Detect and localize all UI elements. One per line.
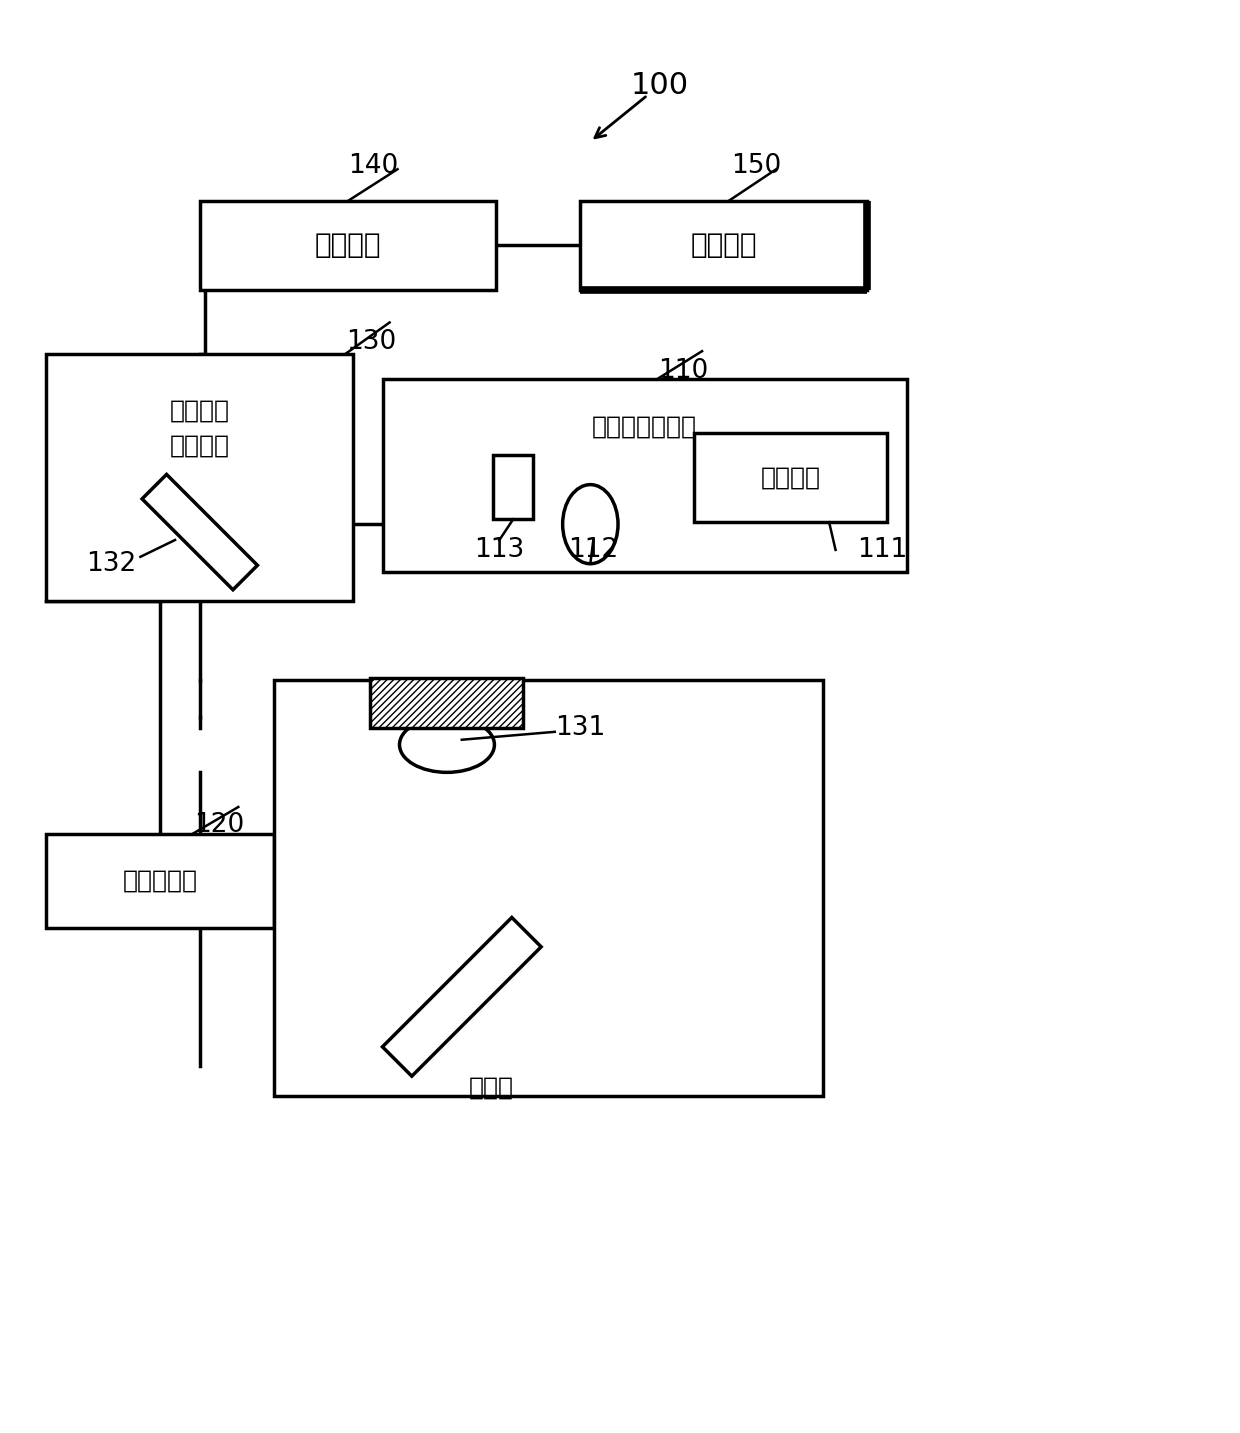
- Text: 反射镜: 反射镜: [469, 1076, 513, 1101]
- Bar: [370, 678, 523, 728]
- Text: 140: 140: [347, 153, 398, 179]
- Text: 100: 100: [630, 70, 688, 100]
- Bar: [274, 681, 822, 1096]
- Bar: [46, 834, 274, 927]
- Text: 110: 110: [658, 358, 708, 384]
- Text: 112: 112: [568, 537, 619, 563]
- Bar: [694, 433, 887, 522]
- Text: 药光光子
检测单元: 药光光子 检测单元: [170, 398, 229, 459]
- Text: 111: 111: [857, 537, 908, 563]
- Text: 113: 113: [474, 537, 525, 563]
- Text: 130: 130: [346, 330, 396, 355]
- Text: 转换单元: 转换单元: [315, 231, 382, 259]
- Bar: [580, 201, 867, 289]
- Polygon shape: [143, 474, 258, 590]
- Ellipse shape: [563, 484, 618, 563]
- Ellipse shape: [399, 716, 495, 772]
- Text: 131: 131: [556, 715, 605, 741]
- Bar: [383, 378, 906, 572]
- Polygon shape: [382, 917, 541, 1076]
- Text: 共焦扫描仪: 共焦扫描仪: [123, 868, 197, 893]
- Bar: [46, 354, 353, 602]
- Text: 照射光产生单元: 照射光产生单元: [593, 416, 697, 438]
- Text: 120: 120: [195, 811, 244, 838]
- Bar: [200, 201, 496, 289]
- Text: 150: 150: [732, 153, 781, 179]
- Text: 测量单元: 测量单元: [691, 231, 758, 259]
- Bar: [494, 454, 533, 519]
- Text: 照射光源: 照射光源: [760, 466, 821, 490]
- Text: 132: 132: [86, 550, 136, 576]
